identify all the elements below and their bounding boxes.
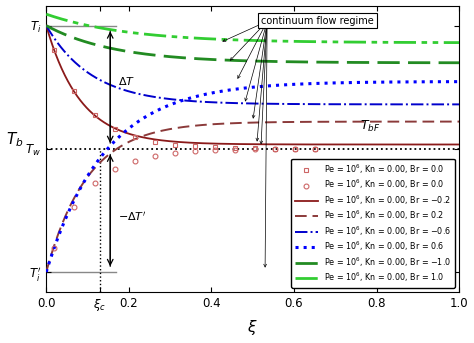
Text: $T_{bF}$: $T_{bF}$	[360, 119, 380, 134]
Y-axis label: $T_b$: $T_b$	[6, 130, 23, 149]
Text: continuum flow regime: continuum flow regime	[261, 15, 374, 26]
Legend: Pe = $10^6$, Kn = 0.00, Br = 0.0, Pe = $10^6$, Kn = 0.00, Br = 0.0, Pe = $10^6$,: Pe = $10^6$, Kn = 0.00, Br = 0.0, Pe = $…	[291, 159, 455, 288]
Text: $\Delta T$: $\Delta T$	[118, 75, 136, 87]
X-axis label: $\xi$: $\xi$	[247, 318, 258, 338]
Text: $-\Delta T^{\prime}$: $-\Delta T^{\prime}$	[118, 210, 147, 223]
